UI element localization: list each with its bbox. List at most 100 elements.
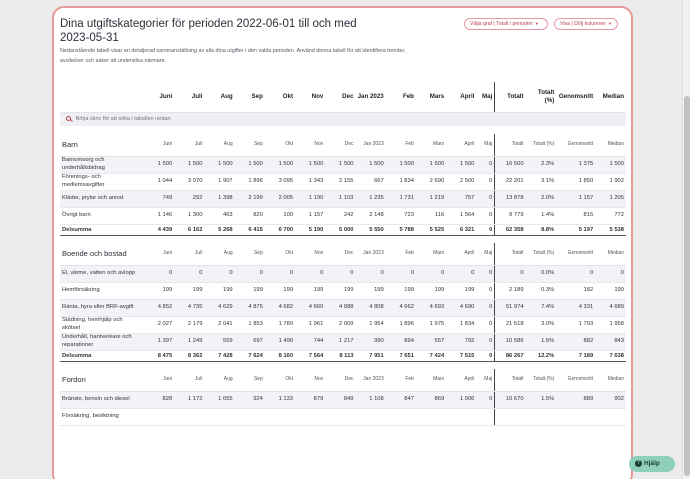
column-header[interactable]: Totalt (495, 82, 526, 112)
column-header[interactable]: Jan 2023 (356, 82, 386, 112)
help-button[interactable]: ? Hjälp (629, 456, 675, 472)
row-value: 1 103 (325, 190, 355, 207)
column-header[interactable]: April (446, 82, 476, 112)
column-header[interactable]: Okt (265, 82, 295, 112)
column-header[interactable]: Maj (476, 82, 494, 112)
row-value: 0 (556, 265, 595, 282)
row-value: 0 (476, 156, 494, 173)
table-row[interactable]: Kläder, prylar och annat 749 292 1 398 2 199… (60, 190, 626, 207)
row-value: 0 (386, 265, 416, 282)
row-value: 4 662 (386, 299, 416, 316)
category-column-label: Juli (174, 243, 204, 265)
row-value: 1 834 (386, 173, 416, 190)
row-value: 16 500 (495, 156, 526, 173)
category-gap (60, 126, 626, 134)
row-value: 0 (495, 265, 526, 282)
subtotal-value: 6 321 (446, 224, 476, 235)
category-column-label: April (446, 243, 476, 265)
table-row[interactable]: Försäkring, besiktning (60, 408, 626, 425)
column-header[interactable]: Genomsnitt (556, 82, 595, 112)
row-value: 1 500 (386, 156, 416, 173)
category-column-label: April (446, 369, 476, 391)
column-header[interactable]: Juni (144, 82, 174, 112)
page-scrollbar[interactable] (682, 0, 690, 479)
row-value: 882 (556, 333, 595, 350)
row-value (526, 408, 557, 425)
scrollbar-thumb[interactable] (684, 96, 690, 476)
subtotal-value: 0 (476, 350, 494, 361)
category-name: Boende och bostad (60, 243, 144, 265)
table-row[interactable]: Hemförsäkring 199 199 199 199 199 199 199 199 199… (60, 282, 626, 299)
row-value: 0 (476, 299, 494, 316)
category-column-label: Jan 2023 (356, 243, 386, 265)
row-value: 1 397 (144, 333, 174, 350)
row-value: 199 (446, 282, 476, 299)
row-value: 1 398 (204, 190, 234, 207)
row-value: 1 249 (174, 333, 204, 350)
column-header[interactable]: Sep (235, 82, 265, 112)
category-column-label: Feb (386, 369, 416, 391)
row-label: Bränsle, bensin och diesel (60, 391, 144, 408)
table-row[interactable]: Barnomsorg och underhållsbidrag 1 500 1 50… (60, 156, 626, 173)
table-row[interactable]: Övrigt barn 1 146 1 300 463 820 100 1 157 242 2 … (60, 207, 626, 224)
row-value: 13 878 (495, 190, 526, 207)
row-value: 1 500 (235, 156, 265, 173)
toggle-columns-button[interactable]: Visa | Dölj kolumner ▼ (554, 18, 618, 30)
row-label: Hemförsäkring (60, 282, 144, 299)
gap-cell (60, 361, 626, 369)
column-header[interactable]: Nov (295, 82, 325, 112)
row-value: 1 975 (416, 316, 446, 333)
category-column-label: Genomsnitt (556, 369, 595, 391)
row-value: 4 690 (446, 299, 476, 316)
table-row[interactable]: Städning, hemhjälp och skötsel 2 027 2 179… (60, 316, 626, 333)
column-header[interactable]: Juli (174, 82, 204, 112)
row-value: 879 (295, 391, 325, 408)
category-column-label: Juni (144, 134, 174, 156)
subtotal-value: 5 268 (204, 224, 234, 235)
row-value: 1 500 (446, 156, 476, 173)
row-value: 0 (325, 265, 355, 282)
row-value: 1 500 (595, 156, 626, 173)
table-row[interactable]: El, värme, vatten och avlopp 0 0 0 0 0 0 0 0 0 0 0 0… (60, 265, 626, 282)
category-header-row: Fordon Juni Juli Aug Sep Okt Nov Dec Jan 2023 Feb… (60, 369, 626, 391)
category-column-label: Median (595, 243, 626, 265)
row-value: 559 (204, 333, 234, 350)
category-column-label: Sep (235, 369, 265, 391)
choose-graph-button[interactable]: Välja graf | Totalt i perioden ▼ (464, 18, 548, 30)
subtotal-value: 7 515 (446, 350, 476, 361)
category-gap (60, 361, 626, 369)
column-header[interactable]: Aug (204, 82, 234, 112)
row-value: 2 179 (174, 316, 204, 333)
row-value (556, 408, 595, 425)
column-header[interactable]: Totalt (%) (526, 82, 557, 112)
column-header[interactable]: Feb (386, 82, 416, 112)
search-input[interactable] (76, 113, 296, 125)
row-value: 902 (595, 391, 626, 408)
row-value: 7.4% (526, 299, 557, 316)
row-value: 869 (416, 391, 446, 408)
row-value: 924 (235, 391, 265, 408)
row-value: 2.3% (526, 156, 557, 173)
row-value: 1 731 (386, 190, 416, 207)
row-value: 849 (325, 391, 355, 408)
column-header[interactable]: Median (595, 82, 626, 112)
table-row[interactable]: Förenings- och medlemsavgifter 1 044 3 070… (60, 173, 626, 190)
row-value (325, 408, 355, 425)
row-value: 1 902 (595, 173, 626, 190)
row-value: 10 586 (495, 333, 526, 350)
row-value (446, 408, 476, 425)
row-value: 182 (556, 282, 595, 299)
table-row[interactable]: Underhåll, hantverkare och reparationer 1… (60, 333, 626, 350)
category-column-label: Juli (174, 369, 204, 391)
row-value: 1 375 (556, 156, 595, 173)
row-value: 2 500 (446, 173, 476, 190)
table-row[interactable]: Bränsle, bensin och diesel 828 1 172 1 055 9… (60, 391, 626, 408)
column-header[interactable]: Dec (325, 82, 355, 112)
column-header[interactable]: Mars (416, 82, 446, 112)
row-value: 4 629 (204, 299, 234, 316)
category-name: Barn (60, 134, 144, 156)
row-value: 990 (356, 333, 386, 350)
table-row[interactable]: Ränta, hyra eller BRF-avgift 4 852 4 735 4 … (60, 299, 626, 316)
category-name: Fordon (60, 369, 144, 391)
row-value (416, 408, 446, 425)
